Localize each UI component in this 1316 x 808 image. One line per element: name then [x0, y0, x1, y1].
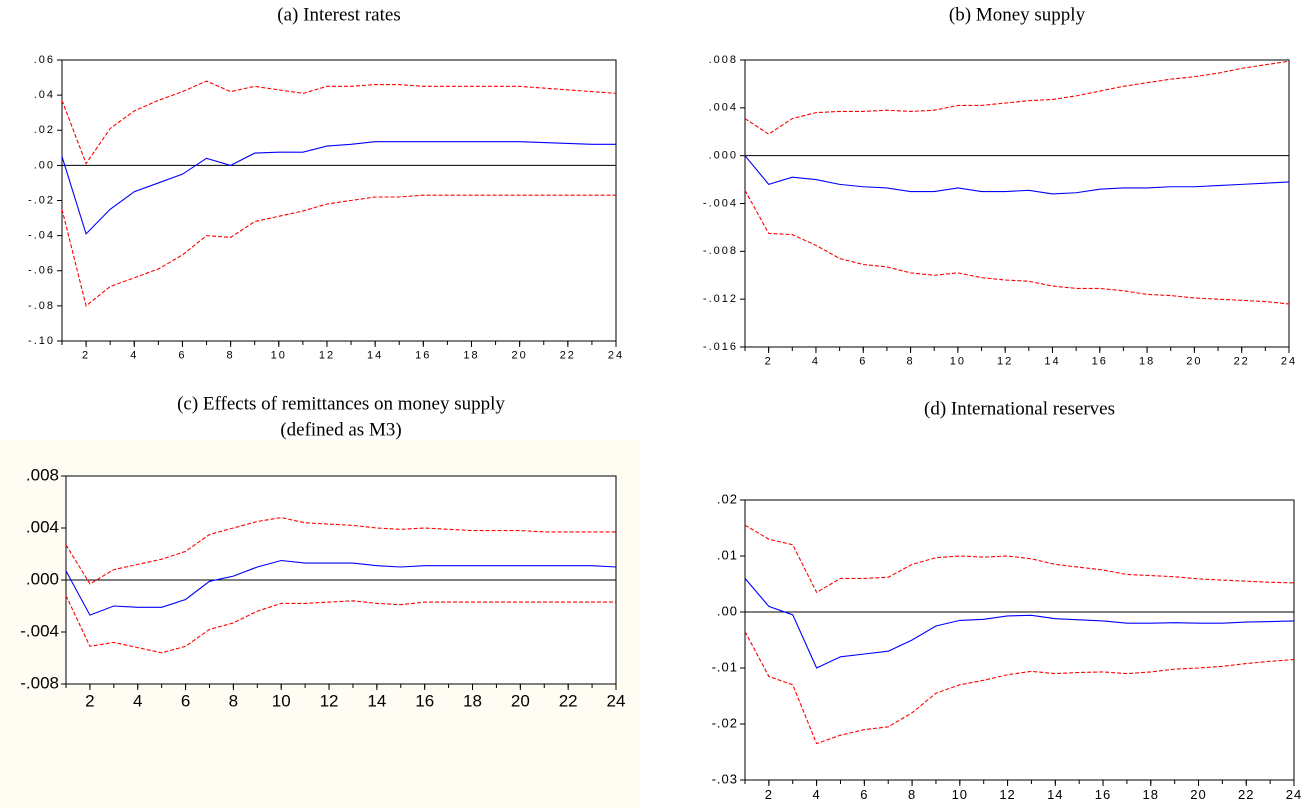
x-tick-label: 20 [1190, 787, 1206, 802]
x-tick-label: 20 [511, 692, 530, 711]
plot-frame [744, 499, 1295, 781]
y-tick-label: -.03 [712, 771, 738, 786]
x-tick-label: 8 [229, 692, 238, 711]
x-tick-label: 4 [812, 356, 820, 368]
x-tick-label: 18 [463, 692, 482, 711]
y-tick-label: -.012 [703, 293, 738, 305]
series-line [61, 80, 617, 165]
x-tick-label: 6 [178, 350, 186, 362]
y-tick-label: .000 [26, 569, 59, 588]
y-tick-label: -.01 [712, 659, 738, 674]
y-tick-label: .01 [717, 547, 738, 562]
series-line [744, 60, 1290, 135]
x-tick-label: 8 [907, 356, 915, 368]
x-tick-label: 10 [950, 356, 966, 368]
y-tick-label: -.008 [20, 673, 59, 692]
series-line [744, 190, 1290, 305]
series-line [744, 524, 1295, 594]
x-tick-label: 18 [463, 350, 479, 362]
x-tick-label: 2 [765, 356, 773, 368]
x-tick-label: 10 [952, 787, 968, 802]
y-tick-label: -.10 [28, 335, 55, 347]
y-tick-label: .02 [34, 124, 55, 136]
y-tick-label: -.004 [703, 197, 738, 209]
y-tick-label: -.016 [703, 341, 738, 353]
chart-title: (d) International reserves [924, 398, 1115, 419]
x-tick-label: 16 [415, 692, 434, 711]
x-tick-label: 10 [272, 692, 291, 711]
y-tick-label: -.04 [28, 230, 55, 242]
x-tick-label: 16 [1092, 356, 1108, 368]
plot-frame [61, 59, 617, 342]
x-tick-label: 8 [908, 787, 916, 802]
x-tick-label: 20 [1186, 356, 1202, 368]
x-tick-label: 6 [181, 692, 190, 711]
x-tick-label: 18 [1143, 787, 1159, 802]
y-tick-label: .04 [34, 89, 55, 101]
x-tick-label: 6 [860, 787, 868, 802]
chart-title: (b) Money supply [949, 4, 1086, 25]
x-tick-label: 14 [367, 692, 386, 711]
y-tick-label: .008 [709, 54, 738, 66]
y-tick-label: .000 [709, 150, 738, 162]
y-tick-label: -.02 [28, 194, 55, 206]
y-tick-label: -.004 [20, 621, 59, 640]
series-line [65, 517, 616, 585]
x-tick-label: 16 [415, 350, 431, 362]
y-tick-label: -.02 [712, 715, 738, 730]
series-line [744, 578, 1295, 669]
x-tick-label: 4 [133, 692, 142, 711]
x-tick-label: 20 [512, 350, 528, 362]
x-tick-label: 22 [560, 350, 576, 362]
x-tick-label: 12 [999, 787, 1015, 802]
x-tick-label: 10 [271, 350, 287, 362]
chart-title: (c) Effects of remittances on money supp… [177, 393, 505, 414]
y-tick-label: -.008 [703, 245, 738, 257]
x-tick-label: 4 [812, 787, 820, 802]
x-tick-label: 14 [1044, 356, 1060, 368]
series-line [61, 194, 616, 307]
x-tick-label: 14 [1047, 787, 1063, 802]
series-line [65, 559, 617, 616]
y-tick-label: .00 [717, 603, 738, 618]
chart-subtitle: (defined as M3) [280, 419, 401, 440]
x-tick-label: 14 [367, 350, 383, 362]
x-tick-label: 24 [608, 350, 624, 362]
series-line [744, 631, 1295, 745]
y-tick-label: .004 [709, 102, 738, 114]
x-tick-label: 16 [1095, 787, 1111, 802]
x-tick-label: 2 [82, 350, 90, 362]
series-line [61, 141, 616, 235]
x-tick-label: 24 [607, 692, 626, 711]
x-tick-label: 12 [997, 356, 1013, 368]
x-tick-label: 12 [320, 692, 339, 711]
y-tick-label: .06 [34, 54, 55, 66]
x-tick-label: 2 [85, 692, 94, 711]
y-tick-label: -.06 [28, 265, 55, 277]
y-tick-label: .00 [34, 159, 55, 171]
x-tick-label: 2 [765, 787, 773, 802]
x-tick-label: 24 [1286, 787, 1302, 802]
plot-frame [744, 59, 1290, 348]
series-line [744, 155, 1290, 195]
x-tick-label: 22 [1238, 787, 1254, 802]
x-tick-label: 4 [130, 350, 138, 362]
x-tick-label: 12 [319, 350, 335, 362]
x-tick-label: 22 [1234, 356, 1250, 368]
x-tick-label: 8 [227, 350, 235, 362]
y-tick-label: .008 [26, 465, 59, 484]
y-tick-label: -.08 [28, 300, 55, 312]
x-tick-label: 6 [859, 356, 867, 368]
x-tick-label: 22 [559, 692, 578, 711]
x-tick-label: 24 [1281, 356, 1297, 368]
chart-title: (a) Interest rates [277, 4, 400, 25]
x-tick-label: 18 [1139, 356, 1155, 368]
y-tick-label: .02 [717, 491, 738, 506]
series-line [65, 595, 616, 654]
y-tick-label: .004 [26, 517, 59, 536]
